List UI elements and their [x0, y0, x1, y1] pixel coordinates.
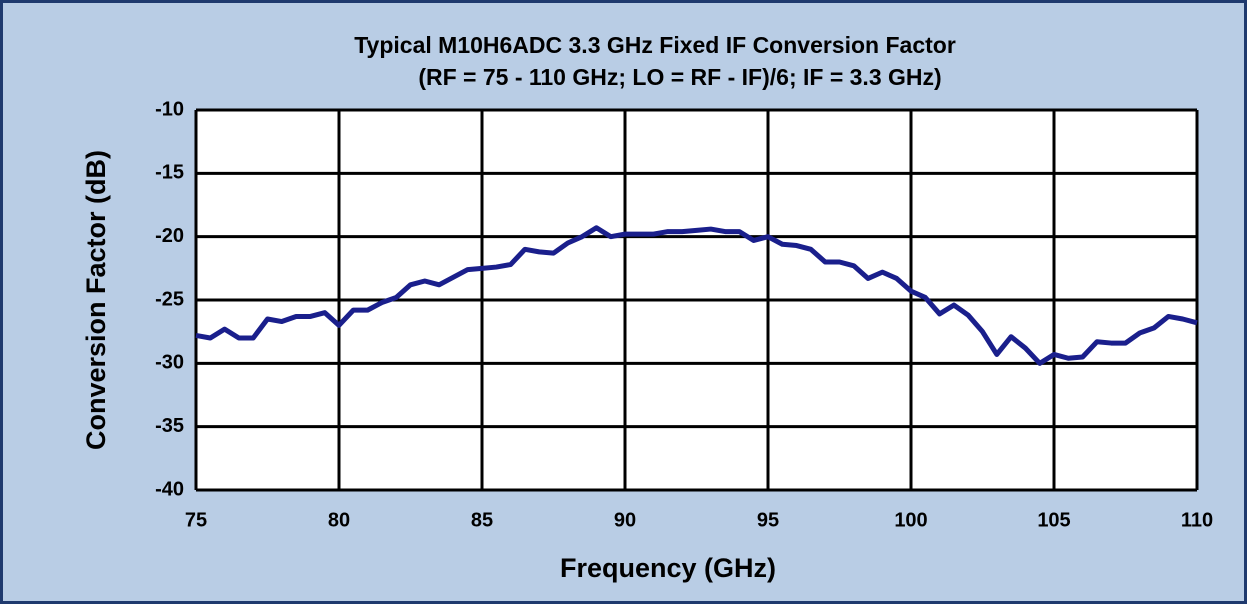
x-tick-label: 105	[1037, 509, 1070, 531]
y-tick-label: -10	[155, 98, 184, 120]
x-tick-label: 90	[614, 509, 636, 531]
x-tick-label: 80	[328, 509, 350, 531]
chart-subtitle: (RF = 75 - 110 GHz; LO = RF - IF)/6; IF …	[418, 64, 941, 90]
x-tick-label: 100	[894, 509, 927, 531]
x-tick-label: 75	[185, 509, 207, 531]
x-axis-label: Frequency (GHz)	[560, 553, 776, 583]
y-tick-label: -30	[155, 352, 184, 374]
x-tick-label: 85	[471, 509, 493, 531]
y-tick-label: -25	[155, 288, 184, 310]
x-tick-label: 110	[1181, 509, 1213, 531]
y-axis-label: Conversion Factor (dB)	[81, 150, 111, 450]
y-tick-label: -15	[155, 162, 184, 184]
data-line	[195, 225, 1198, 366]
y-tick-label: -40	[155, 478, 184, 500]
y-tick-label: -35	[155, 415, 184, 437]
chart-title: Typical M10H6ADC 3.3 GHz Fixed IF Conver…	[354, 32, 956, 58]
x-tick-label: 95	[757, 509, 779, 531]
y-tick-label: -20	[155, 225, 184, 247]
